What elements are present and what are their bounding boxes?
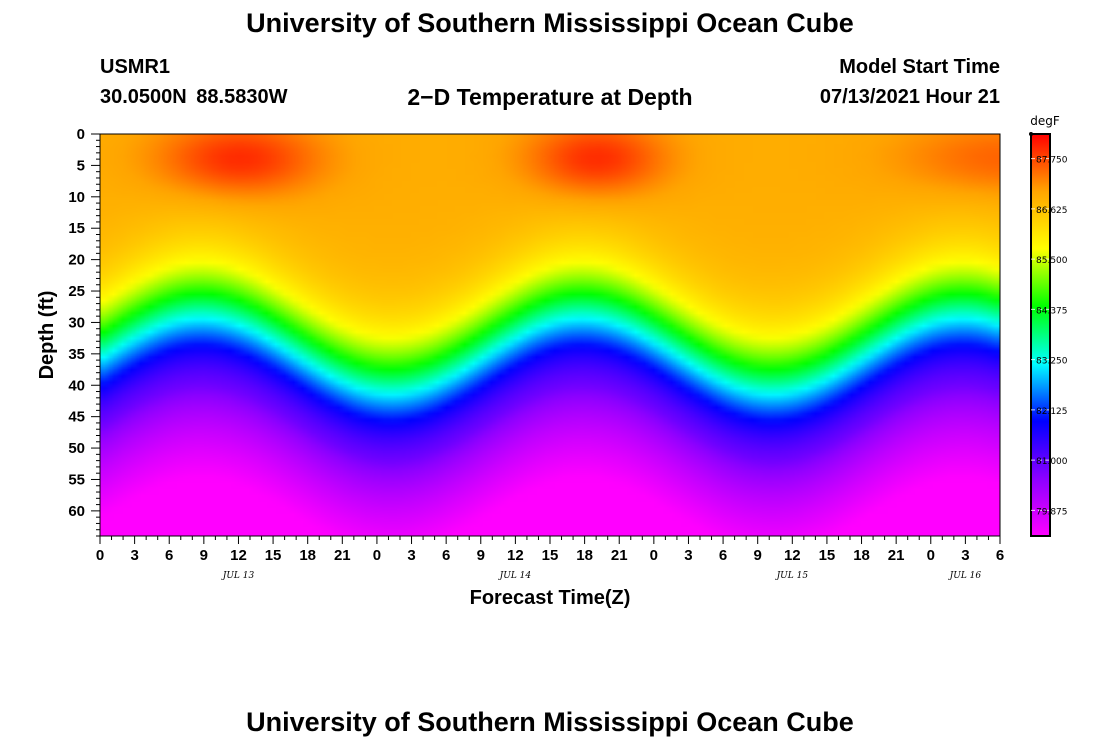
x-tick-label: 6 (996, 547, 1004, 564)
colorbar-tick-label: 87.750 (1036, 156, 1068, 166)
plot-title: 2−D Temperature at Depth (407, 84, 693, 110)
x-tick-label: 15 (819, 547, 836, 564)
x-tick-label: 15 (542, 547, 559, 564)
station-id: USMR1 (100, 56, 171, 78)
date-label: JUL 14 (498, 571, 532, 581)
colorbar-unit-label: degF (1030, 114, 1060, 128)
x-tick-label: 21 (334, 547, 351, 564)
y-tick-label: 45 (68, 409, 85, 426)
y-axis: 0 5 10 15 20 25 30 35 40 45 50 55 60 (68, 126, 100, 537)
x-tick-label: 6 (442, 547, 450, 564)
colorbar-tick-label: 82.125 (1036, 407, 1068, 417)
colorbar-tick-label: 81.000 (1036, 457, 1068, 467)
x-tick-label: 6 (719, 547, 727, 564)
y-tick-label: 50 (68, 440, 85, 457)
x-tick-label: 21 (611, 547, 628, 564)
x-tick-label: 12 (230, 547, 247, 564)
x-tick-label: 0 (373, 547, 381, 564)
colorbar: degF 87.750 86.625 85.500 84.375 83.250 82.12… (1029, 114, 1068, 537)
x-tick-label: 21 (888, 547, 905, 564)
x-tick-label: 15 (265, 547, 282, 564)
model-start-value: 07/13/2021 Hour 21 (819, 86, 1000, 108)
model-start-label: Model Start Time (839, 56, 1000, 78)
x-tick-label: 9 (200, 547, 208, 564)
page-title-bottom: University of Southern Mississippi Ocean… (246, 707, 854, 737)
y-tick-label: 55 (68, 471, 85, 488)
y-axis-label: Depth (ft) (36, 291, 58, 380)
date-labels: JUL 13 JUL 14 JUL 15 JUL 16 (221, 571, 982, 581)
y-tick-label: 40 (68, 377, 85, 394)
date-label: JUL 16 (948, 571, 982, 581)
x-tick-label: 18 (853, 547, 870, 564)
x-tick-label: 18 (576, 547, 593, 564)
x-tick-label: 0 (96, 547, 104, 564)
colorbar-tick-label: 83.250 (1036, 357, 1068, 367)
y-tick-label: 0 (77, 126, 85, 143)
x-tick-label: 9 (477, 547, 485, 564)
x-axis-label: Forecast Time(Z) (470, 587, 631, 609)
y-tick-label: 10 (68, 189, 85, 206)
x-tick-label: 3 (961, 547, 969, 564)
y-tick-label: 35 (68, 346, 85, 363)
x-tick-label: 0 (650, 547, 658, 564)
date-label: JUL 15 (775, 571, 809, 581)
page-title-top: University of Southern Mississippi Ocean… (246, 8, 854, 38)
x-tick-label: 9 (754, 547, 762, 564)
y-tick-label: 30 (68, 314, 85, 331)
colorbar-tick-label: 79.875 (1036, 507, 1068, 517)
date-label: JUL 13 (221, 571, 255, 581)
y-tick-label: 5 (77, 157, 85, 174)
colorbar-tick-label: 84.375 (1036, 306, 1068, 316)
colorbar-tick-label: 86.625 (1036, 206, 1068, 216)
station-coordinates: 30.0500N 88.5830W (100, 86, 288, 108)
x-tick-label: 12 (507, 547, 524, 564)
colorbar-gradient (1030, 133, 1051, 537)
x-tick-label: 12 (784, 547, 801, 564)
x-axis: 0 3 6 9 12 15 18 21 0 3 6 9 12 15 18 21 0 3 6 9 12 15 18 21 0 3 6 (96, 536, 1004, 564)
y-tick-label: 20 (68, 252, 85, 269)
colorbar-tick-label: 85.500 (1036, 256, 1068, 266)
x-tick-label: 3 (130, 547, 138, 564)
x-tick-label: 18 (299, 547, 316, 564)
temperature-heatmap (100, 134, 1000, 536)
x-tick-label: 6 (165, 547, 173, 564)
colorbar-ticks: 87.750 86.625 85.500 84.375 83.250 82.125 81.0… (1029, 132, 1068, 517)
x-tick-label: 0 (927, 547, 935, 564)
x-tick-label: 3 (684, 547, 692, 564)
y-tick-label: 15 (68, 220, 85, 237)
x-tick-label: 3 (407, 547, 415, 564)
colorbar-cap-marker (1029, 132, 1033, 136)
y-tick-label: 25 (68, 283, 85, 300)
y-tick-label: 60 (68, 503, 85, 520)
